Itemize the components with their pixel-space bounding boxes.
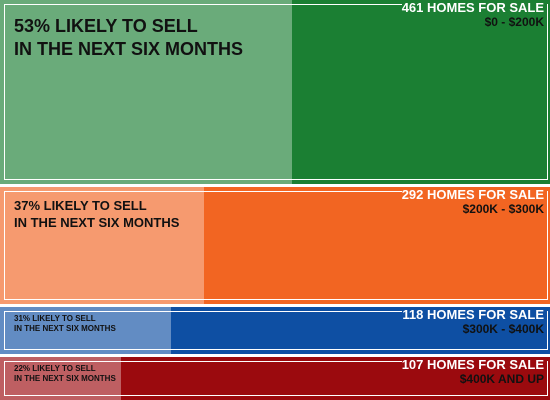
price-band: 31% LIKELY TO SELL IN THE NEXT SIX MONTHS… — [0, 307, 550, 354]
likely-to-sell-overlay — [0, 187, 204, 304]
likely-to-sell-label: 31% LIKELY TO SELL IN THE NEXT SIX MONTHS — [14, 314, 116, 334]
likely-to-sell-label: 22% LIKELY TO SELL IN THE NEXT SIX MONTHS — [14, 364, 116, 384]
price-band: 53% LIKELY TO SELL IN THE NEXT SIX MONTHS… — [0, 0, 550, 184]
price-band: 22% LIKELY TO SELL IN THE NEXT SIX MONTHS… — [0, 357, 550, 400]
likely-to-sell-overlay — [0, 357, 121, 400]
price-band: 37% LIKELY TO SELL IN THE NEXT SIX MONTHS… — [0, 187, 550, 304]
likely-to-sell-overlay — [0, 0, 292, 184]
likely-to-sell-label: 37% LIKELY TO SELL IN THE NEXT SIX MONTHS — [14, 198, 180, 230]
likely-to-sell-overlay — [0, 307, 171, 354]
homes-count-label: 118 HOMES FOR SALE $300K - $400K — [402, 307, 544, 336]
homes-count-label: 292 HOMES FOR SALE $200K - $300K — [401, 187, 544, 216]
homes-count-label: 461 HOMES FOR SALE $0 - $200K — [401, 0, 544, 29]
likely-to-sell-label: 53% LIKELY TO SELL IN THE NEXT SIX MONTHS — [14, 16, 244, 60]
homes-count-label: 107 HOMES FOR SALE $400K AND UP — [401, 357, 544, 386]
